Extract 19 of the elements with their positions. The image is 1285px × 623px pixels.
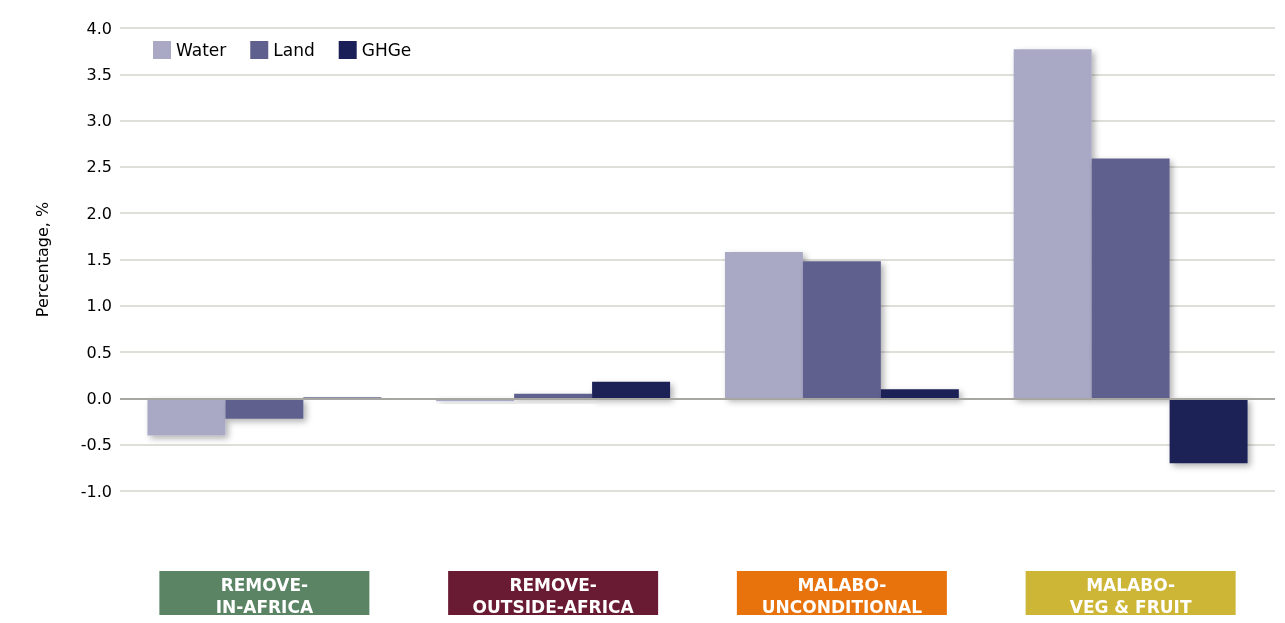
y-tick-label: 2.0 [86, 203, 112, 223]
y-tick-label: 2.5 [86, 157, 112, 177]
y-tick-label: 4.0 [86, 18, 112, 38]
y-tick-label: 1.0 [86, 296, 112, 316]
y-tick-label: -0.5 [80, 435, 112, 455]
legend-label: Land [273, 40, 315, 60]
y-tick-label: 1.5 [86, 250, 112, 269]
legend-label: Water [176, 40, 227, 60]
x-tick-label: MALABO-VEG & FRUIT [1069, 574, 1192, 617]
y-tick-label: 0.5 [86, 342, 112, 362]
y-tick-label: 3.0 [86, 111, 112, 131]
y-tick-label: 0.0 [86, 388, 112, 408]
x-tick-label: MALABO-UNCONDITIONAL [761, 574, 923, 617]
legend-label: GHGe [361, 40, 412, 60]
y-tick-label: 3.5 [86, 64, 112, 84]
x-tick-label: REMOVE-IN-AFRICA [215, 574, 314, 617]
y-tick-label: -1.0 [80, 481, 112, 501]
y-axis-title: Percentage, % [32, 201, 52, 318]
x-tick-label: REMOVE-OUTSIDE-AFRICA [472, 574, 635, 617]
